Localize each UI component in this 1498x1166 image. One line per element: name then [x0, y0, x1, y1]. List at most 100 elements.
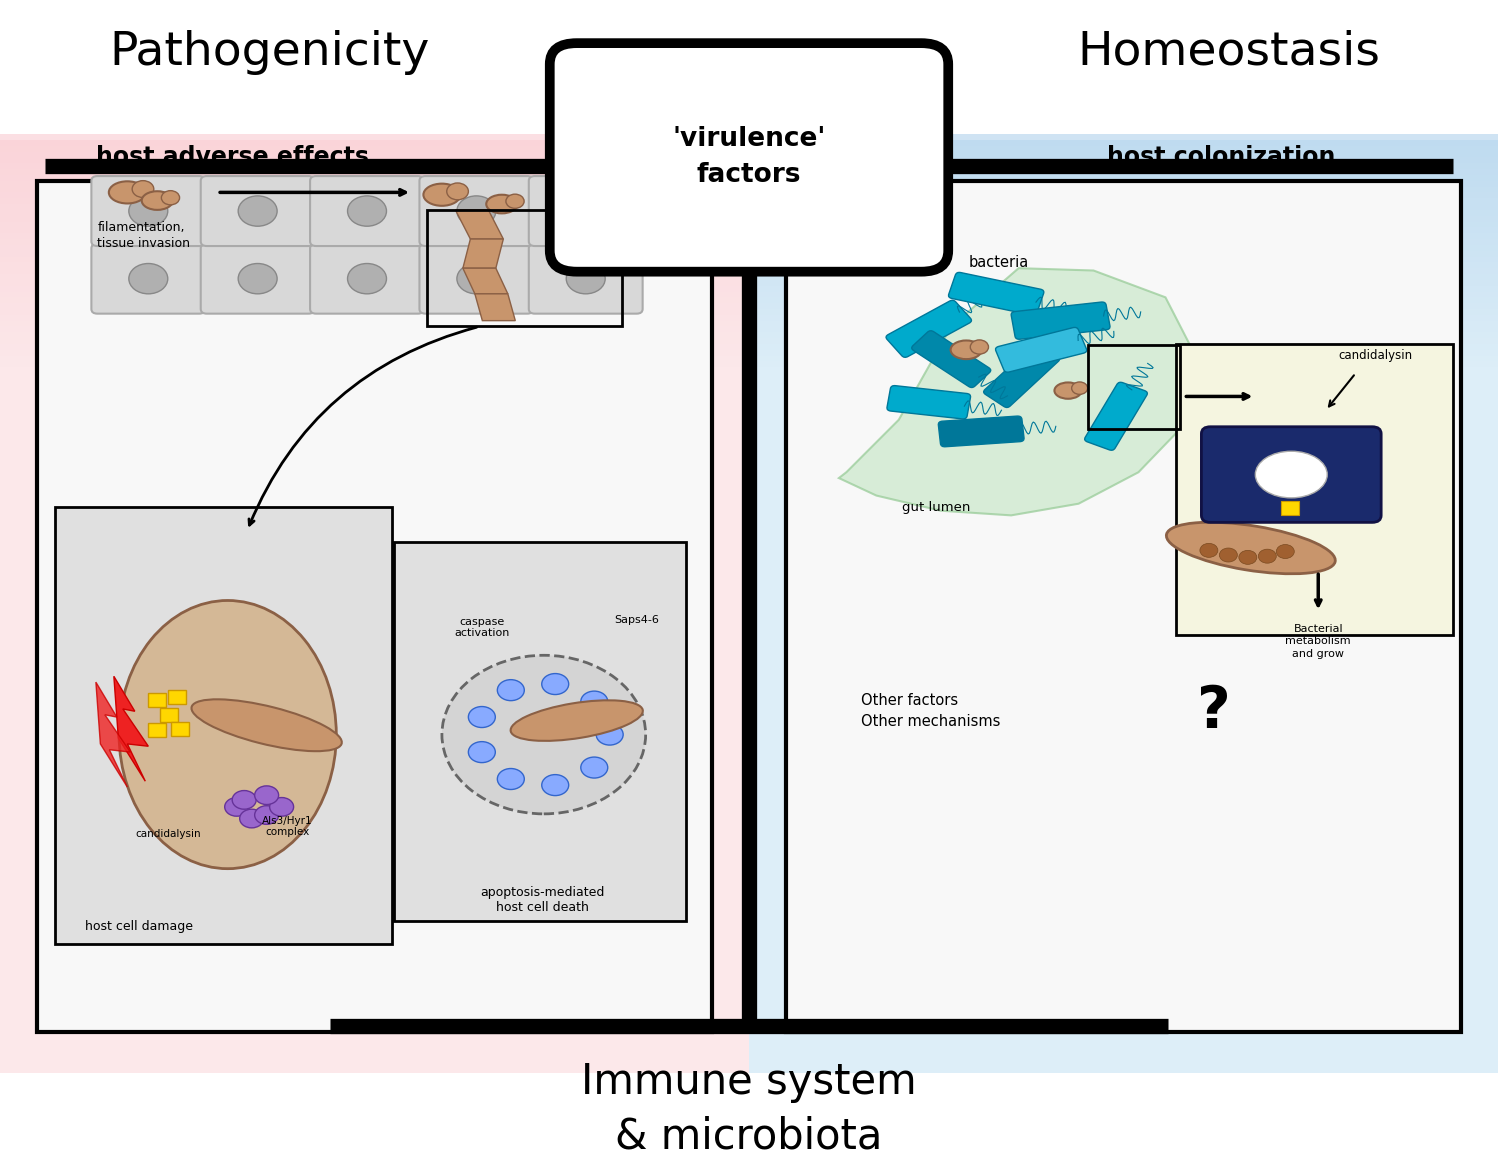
Text: 'virulence'
factors: 'virulence' factors	[673, 126, 825, 189]
Circle shape	[225, 798, 249, 816]
Bar	[749, 210, 1498, 216]
Circle shape	[1200, 543, 1218, 557]
Bar	[749, 233, 1498, 239]
Ellipse shape	[1055, 382, 1082, 399]
Circle shape	[255, 806, 279, 824]
FancyBboxPatch shape	[1176, 344, 1453, 635]
Text: Als3/Hyr1
complex: Als3/Hyr1 complex	[262, 816, 313, 837]
FancyBboxPatch shape	[996, 328, 1086, 372]
FancyBboxPatch shape	[1201, 427, 1381, 522]
Text: caspase
activation: caspase activation	[455, 617, 509, 638]
Circle shape	[469, 707, 496, 728]
Bar	[749, 169, 1498, 175]
Bar	[168, 690, 186, 704]
Circle shape	[1258, 549, 1276, 563]
Bar	[749, 146, 1498, 152]
Bar	[0, 326, 749, 332]
FancyBboxPatch shape	[91, 244, 205, 314]
Text: & microbiota: & microbiota	[616, 1116, 882, 1158]
Bar	[0, 233, 749, 239]
Ellipse shape	[192, 700, 342, 751]
FancyBboxPatch shape	[37, 181, 712, 1032]
Circle shape	[971, 340, 989, 354]
Circle shape	[238, 196, 277, 226]
Bar	[0, 169, 749, 175]
Bar	[0, 134, 749, 140]
Bar	[0, 0, 749, 1073]
Circle shape	[566, 264, 605, 294]
Circle shape	[238, 264, 277, 294]
Text: gut lumen: gut lumen	[902, 500, 971, 514]
Circle shape	[542, 774, 569, 795]
Circle shape	[129, 264, 168, 294]
FancyBboxPatch shape	[885, 301, 972, 357]
FancyBboxPatch shape	[1011, 302, 1110, 339]
Text: Bacterial
metabolism
and grow: Bacterial metabolism and grow	[1285, 624, 1351, 659]
Bar	[0, 187, 749, 192]
Circle shape	[542, 674, 569, 695]
Bar	[749, 321, 1498, 326]
Bar	[0, 245, 749, 251]
Bar	[0, 332, 749, 338]
Bar	[749, 350, 1498, 356]
Bar	[0, 257, 749, 262]
Ellipse shape	[120, 600, 336, 869]
FancyBboxPatch shape	[310, 176, 424, 246]
Bar	[0, 163, 749, 169]
Bar	[749, 262, 1498, 268]
Bar	[749, 292, 1498, 297]
FancyBboxPatch shape	[550, 43, 948, 272]
Bar	[0, 175, 749, 181]
Circle shape	[255, 786, 279, 805]
FancyBboxPatch shape	[201, 244, 315, 314]
Text: Other factors
Other mechanisms: Other factors Other mechanisms	[861, 694, 1001, 729]
Bar	[0, 303, 749, 309]
Bar	[749, 344, 1498, 350]
Ellipse shape	[1255, 451, 1327, 498]
Circle shape	[132, 181, 154, 197]
Text: host adverse effects: host adverse effects	[96, 146, 369, 169]
Bar	[749, 187, 1498, 192]
Bar	[577, 64, 921, 251]
Bar	[749, 198, 1498, 204]
Bar	[749, 274, 1498, 280]
Bar	[749, 280, 1498, 286]
Bar	[0, 350, 749, 356]
Bar	[0, 280, 749, 286]
Polygon shape	[463, 239, 503, 268]
Circle shape	[581, 757, 608, 778]
FancyBboxPatch shape	[310, 244, 424, 314]
Bar	[0, 361, 749, 367]
Bar	[0, 239, 749, 245]
Bar	[749, 286, 1498, 292]
Text: Pathogenicity: Pathogenicity	[109, 30, 430, 75]
Bar	[0, 192, 749, 198]
Bar	[749, 192, 1498, 198]
Bar	[749, 326, 1498, 332]
Bar	[749, 0, 1498, 1073]
Bar	[749, 227, 1498, 233]
Bar	[0, 152, 749, 157]
FancyBboxPatch shape	[529, 244, 643, 314]
Bar	[749, 134, 1498, 140]
Polygon shape	[475, 294, 515, 321]
Polygon shape	[463, 268, 508, 294]
Circle shape	[566, 196, 605, 226]
Circle shape	[506, 195, 524, 209]
FancyBboxPatch shape	[912, 331, 990, 387]
FancyBboxPatch shape	[55, 507, 392, 944]
Circle shape	[497, 680, 524, 701]
Bar	[0, 227, 749, 233]
Bar	[749, 152, 1498, 157]
Ellipse shape	[109, 181, 145, 203]
Bar	[0, 297, 749, 303]
Bar	[0, 157, 749, 163]
Circle shape	[240, 809, 264, 828]
Bar	[749, 181, 1498, 187]
Circle shape	[1219, 548, 1237, 562]
Circle shape	[129, 196, 168, 226]
Bar	[0, 210, 749, 216]
Bar	[0, 222, 749, 227]
FancyBboxPatch shape	[948, 273, 1044, 315]
Bar	[749, 297, 1498, 303]
